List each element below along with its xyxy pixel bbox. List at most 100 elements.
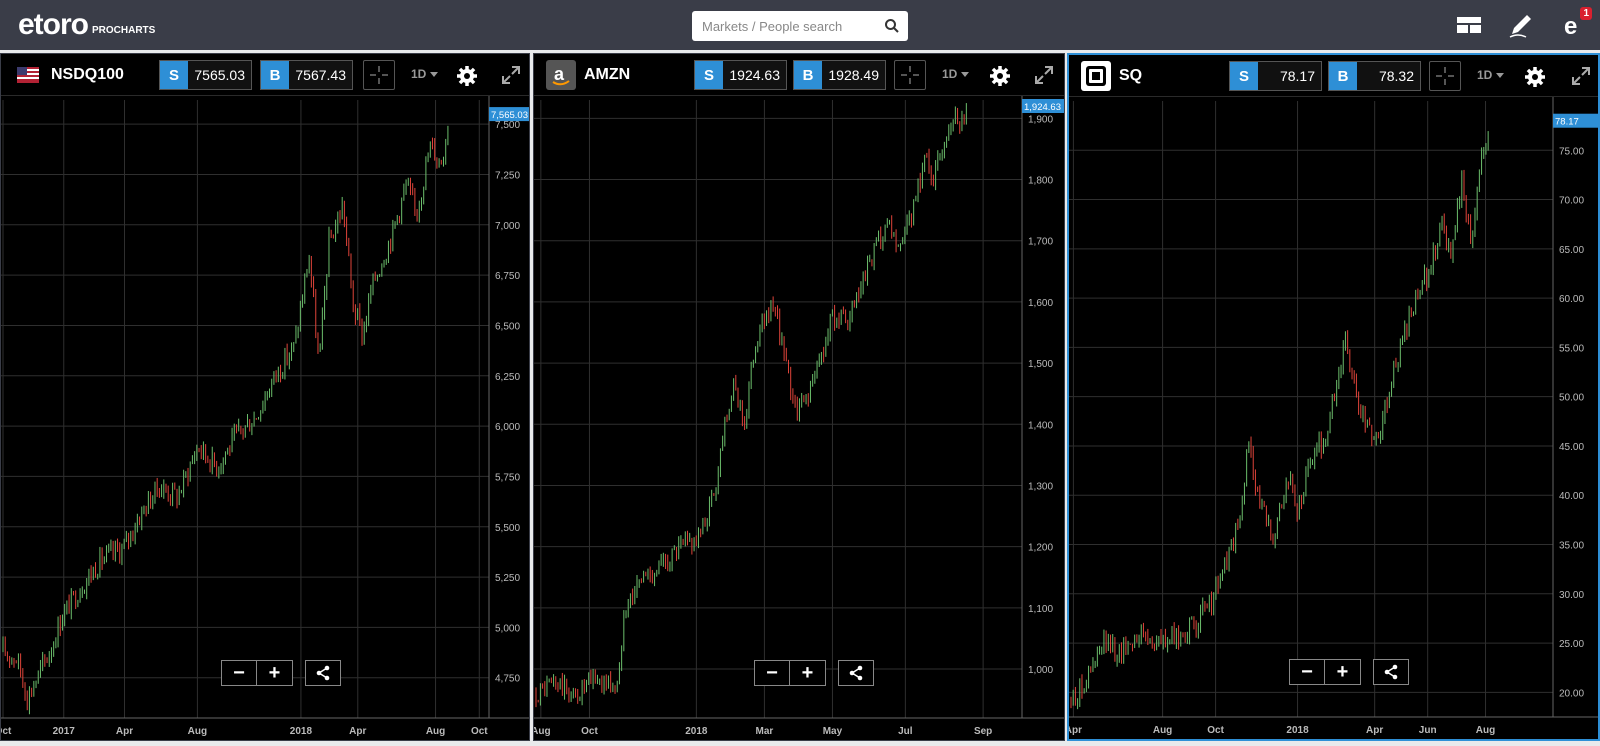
share-icon[interactable] — [838, 660, 874, 686]
buy-button[interactable]: B 7567.43 — [260, 60, 353, 90]
y-tick-label: 35.00 — [1559, 541, 1584, 552]
sell-button[interactable]: S 1924.63 — [694, 60, 787, 90]
last-price-label: 78.17 — [1555, 117, 1579, 128]
price-chart[interactable]: 20.00 25.00 30.00 35.00 40.00 45.00 50.00 55.00… — [1069, 97, 1598, 739]
buy-button[interactable]: B 78.32 — [1328, 61, 1421, 91]
timeframe-label: 1D — [411, 67, 427, 81]
crosshair-icon[interactable] — [894, 60, 926, 90]
x-tick-label: Aug — [1476, 725, 1495, 736]
zoom-controls: − + — [1289, 659, 1361, 685]
search-icon[interactable] — [884, 18, 900, 39]
pencil-icon[interactable] — [1506, 10, 1536, 40]
sell-button[interactable]: S 78.17 — [1229, 61, 1322, 91]
y-tick-label: 1,500 — [1028, 359, 1053, 370]
y-tick-label: 6,000 — [495, 422, 520, 433]
instrument-symbol: NSDQ100 — [51, 66, 124, 83]
share-icon[interactable] — [305, 660, 341, 686]
search-box[interactable] — [692, 11, 908, 41]
panel-header: SQ S 78.17 B 78.32 1D — [1069, 55, 1598, 97]
panel-header: NSDQ100 S 7565.03 B 7567.43 1D — [1, 54, 529, 96]
gear-icon[interactable] — [456, 65, 478, 87]
y-tick-label: 1,900 — [1028, 114, 1053, 125]
buy-button[interactable]: B 1928.49 — [793, 60, 886, 90]
instrument-symbol: AMZN — [584, 66, 631, 83]
notification-badge[interactable]: 1 — [1580, 7, 1592, 20]
zoom-controls: − + — [754, 660, 826, 686]
x-tick-label: Aug — [1153, 725, 1172, 736]
zoom-out-button[interactable]: − — [1289, 659, 1325, 685]
zoom-out-button[interactable]: − — [221, 660, 257, 686]
buy-button-label: B — [794, 61, 822, 89]
sell-button[interactable]: S 7565.03 — [159, 60, 252, 90]
zoom-in-button[interactable]: + — [790, 660, 826, 686]
x-tick-label: 2018 — [1286, 725, 1309, 736]
y-tick-label: 65.00 — [1559, 245, 1584, 256]
amazon-icon: a — [546, 60, 576, 90]
chart-panel-nsdq100[interactable]: NSDQ100 S 7565.03 B 7567.43 1D 4,750 5,000 5,25… — [0, 53, 530, 741]
chart-area[interactable]: 20.00 25.00 30.00 35.00 40.00 45.00 50.00 55.00… — [1069, 97, 1598, 739]
gear-icon[interactable] — [1524, 66, 1546, 88]
y-tick-label: 7,000 — [495, 221, 520, 232]
buy-button-value: 7567.43 — [289, 61, 352, 89]
y-tick-label: 6,250 — [495, 372, 520, 383]
x-tick-label: 2018 — [685, 726, 708, 737]
share-icon[interactable] — [1373, 659, 1409, 685]
chart-area[interactable]: 1,000 1,100 1,200 1,300 1,400 1,500 1,600 1,700… — [534, 96, 1064, 740]
zoom-in-button[interactable]: + — [1325, 659, 1361, 685]
user-icon[interactable]: e 1 — [1558, 7, 1592, 40]
buy-button-label: B — [1329, 62, 1357, 90]
instrument-symbol: SQ — [1119, 67, 1143, 84]
expand-icon[interactable] — [1034, 65, 1054, 85]
y-tick-label: 5,750 — [495, 472, 520, 483]
expand-icon[interactable] — [1571, 66, 1591, 86]
sell-button-value: 1924.63 — [723, 61, 786, 89]
flag-icon — [17, 67, 39, 83]
x-tick-label: Sep — [974, 726, 992, 737]
y-tick-label: 5,250 — [495, 573, 520, 584]
sell-button-value: 7565.03 — [188, 61, 251, 89]
x-tick-label: Apr — [116, 726, 133, 737]
last-price-marker — [489, 107, 529, 122]
search-input[interactable] — [692, 11, 872, 41]
y-tick-label: 1,600 — [1028, 298, 1053, 309]
y-tick-label: 45.00 — [1559, 442, 1584, 453]
y-tick-label: 40.00 — [1559, 491, 1584, 502]
y-tick-label: 1,100 — [1028, 604, 1053, 615]
x-tick-label: 2018 — [290, 726, 313, 737]
last-price-marker — [1022, 99, 1064, 113]
last-price-label: 7,565.03 — [491, 110, 528, 121]
price-chart[interactable]: 4,750 5,000 5,250 5,500 5,750 6,000 6,250 6,500… — [1, 96, 529, 740]
x-tick-label: Jun — [1419, 725, 1437, 736]
chart-panel-amzn[interactable]: a AMZN S 1924.63 B 1928.49 1D 1,000 1,100 1,200 1… — [533, 53, 1065, 741]
x-tick-label: Apr — [1366, 725, 1383, 736]
price-chart[interactable]: 1,000 1,100 1,200 1,300 1,400 1,500 1,600 1,700… — [534, 96, 1064, 740]
y-tick-label: 30.00 — [1559, 590, 1584, 601]
etoro-logo[interactable]: etoro PROCHARTS — [18, 8, 155, 42]
crosshair-icon[interactable] — [1429, 61, 1461, 91]
chart-panel-sq[interactable]: SQ S 78.17 B 78.32 1D 20.00 25.00 30.00 35.00 40.… — [1067, 53, 1600, 741]
chart-area[interactable]: 4,750 5,000 5,250 5,500 5,750 6,000 6,250 6,500… — [1, 96, 529, 740]
zoom-in-button[interactable]: + — [257, 660, 293, 686]
x-tick-label: Aug — [188, 726, 207, 737]
timeframe-label: 1D — [942, 67, 958, 81]
last-price-marker — [1553, 113, 1598, 128]
y-tick-label: 1,700 — [1028, 237, 1053, 248]
x-tick-label: Apr — [1069, 725, 1082, 736]
x-tick-label: Jul — [898, 726, 913, 737]
timeframe-dropdown[interactable]: 1D — [411, 67, 438, 81]
square-icon — [1081, 61, 1111, 91]
crosshair-icon[interactable] — [363, 60, 395, 90]
x-tick-label: Oct — [1, 726, 12, 737]
timeframe-dropdown[interactable]: 1D — [1477, 68, 1504, 82]
x-tick-label: Oct — [581, 726, 598, 737]
gear-icon[interactable] — [989, 65, 1011, 87]
expand-icon[interactable] — [501, 65, 521, 85]
zoom-out-button[interactable]: − — [754, 660, 790, 686]
y-tick-label: 1,300 — [1028, 481, 1053, 492]
chevron-down-icon — [426, 67, 438, 81]
timeframe-dropdown[interactable]: 1D — [942, 67, 969, 81]
layout-icon[interactable] — [1454, 10, 1484, 40]
y-tick-label: 25.00 — [1559, 639, 1584, 650]
buy-button-value: 78.32 — [1357, 62, 1420, 90]
timeframe-label: 1D — [1477, 68, 1493, 82]
